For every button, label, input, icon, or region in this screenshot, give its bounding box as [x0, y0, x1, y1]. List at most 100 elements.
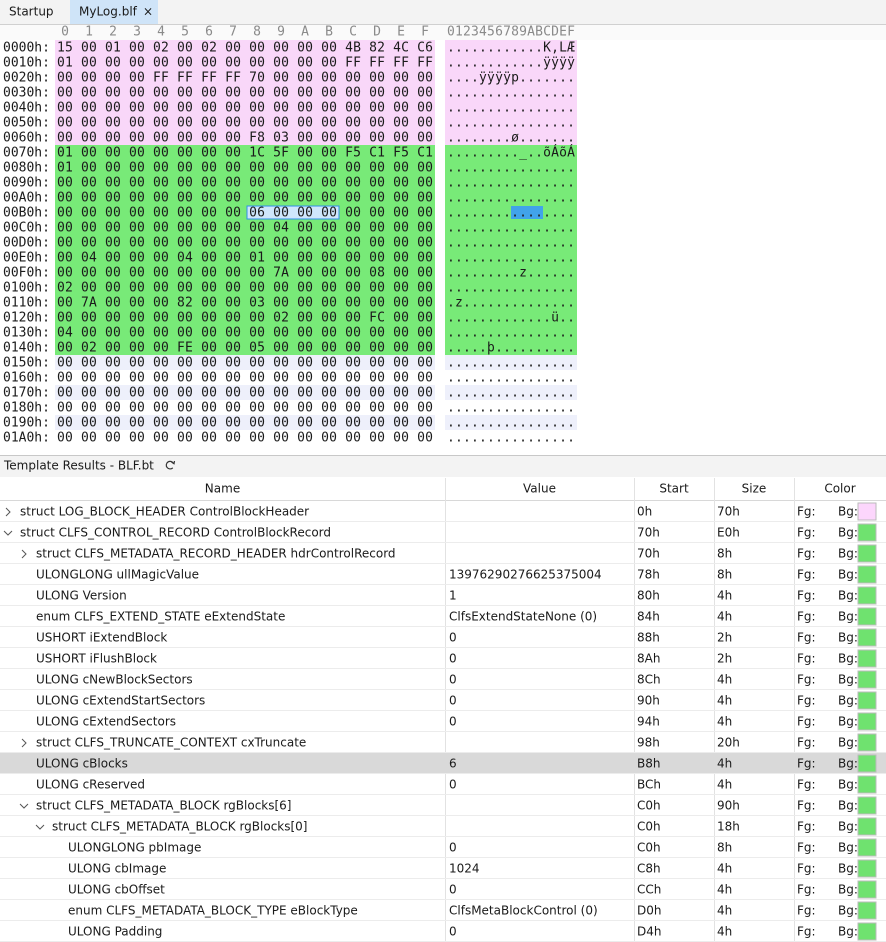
hex-column-header: E	[397, 25, 405, 40]
template-row[interactable]: struct CLFS_TRUNCATE_CONTEXT cxTruncate 9…	[0, 733, 886, 753]
template-row[interactable]: enum CLFS_METADATA_BLOCK_TYPE eBlockType…	[0, 901, 886, 921]
bg-swatch	[857, 649, 877, 668]
bg-swatch	[857, 670, 877, 689]
fg-label: Fg:	[797, 568, 816, 582]
bg-label: Bg:	[838, 799, 858, 813]
template-row[interactable]: struct LOG_BLOCK_HEADER ControlBlockHead…	[0, 502, 886, 522]
expander-expanded[interactable]	[3, 530, 13, 536]
ascii-bytes: ................	[447, 281, 575, 296]
hex-row-bg	[55, 370, 435, 385]
column-header[interactable]: Value	[523, 482, 556, 496]
field-size: E0h	[717, 526, 740, 540]
hex-column-header: 5	[181, 25, 189, 40]
ascii-bytes: ........._..õÁõÁ	[447, 145, 575, 161]
template-row[interactable]: USHORT iExtendBlock 0 88h 2h Fg: Bg:	[0, 628, 886, 648]
hex-column-header: C	[349, 25, 357, 40]
template-row[interactable]: ULONGLONG pbImage 0 C0h 8h Fg: Bg:	[0, 838, 886, 858]
field-start: C0h	[637, 820, 661, 834]
template-row[interactable]: ULONG cbImage 1024 C8h 4h Fg: Bg:	[0, 859, 886, 879]
field-start: 80h	[637, 589, 660, 603]
field-start: 78h	[637, 568, 660, 582]
field-start: 70h	[637, 547, 660, 561]
bg-label: Bg:	[838, 841, 858, 855]
hex-offset: 0080h:	[3, 161, 50, 176]
ascii-bytes: ................	[447, 236, 575, 251]
fg-label: Fg:	[797, 673, 816, 687]
template-row[interactable]: struct CLFS_METADATA_RECORD_HEADER hdrCo…	[0, 544, 886, 564]
field-size: 4h	[717, 862, 732, 876]
expander-expanded[interactable]	[19, 803, 29, 809]
ascii-bytes: ................	[447, 386, 575, 401]
hex-row-bg	[55, 340, 435, 355]
hex-offset: 00E0h:	[3, 251, 50, 266]
field-name: ULONG cBlocks	[36, 757, 128, 771]
hex-column-header: 9	[277, 25, 285, 40]
tab[interactable]: MyLog.blf ×	[70, 0, 158, 24]
field-value: ClfsMetaBlockControl (0)	[449, 904, 598, 918]
tab-close[interactable]: ×	[143, 5, 153, 19]
bg-swatch	[857, 880, 877, 899]
field-size: 4h	[717, 673, 732, 687]
refresh-button[interactable]	[165, 460, 176, 470]
tab[interactable]: Startup	[9, 5, 54, 19]
template-row[interactable]: USHORT iFlushBlock 0 8Ah 2h Fg: Bg:	[0, 649, 886, 669]
template-row[interactable]: ULONG cExtendSectors 0 94h 4h Fg: Bg:	[0, 712, 886, 732]
bg-swatch	[857, 502, 877, 521]
template-row[interactable]: ULONG cReserved 0 BCh 4h Fg: Bg:	[0, 775, 886, 795]
template-title: Template Results - BLF.bt	[3, 459, 154, 473]
field-start: 8Ah	[637, 652, 660, 666]
template-row[interactable]: ULONG cBlocks 6 B8h 4h Fg: Bg:	[0, 753, 886, 774]
hex-bytes: 00 00 00 00 00 00 00 00 00 00 00 00 00 0…	[57, 101, 433, 116]
expander-expanded[interactable]	[35, 824, 45, 830]
ascii-bytes: ................	[447, 161, 575, 176]
ascii-row-bg	[445, 160, 577, 175]
field-name: enum CLFS_METADATA_BLOCK_TYPE eBlockType	[68, 904, 358, 918]
fg-label: Fg:	[797, 778, 816, 792]
hex-offset: 0190h:	[3, 416, 50, 431]
field-size: 8h	[717, 568, 732, 582]
hex-offset: 0040h:	[3, 101, 50, 116]
ascii-row-bg	[445, 370, 577, 385]
column-header[interactable]: Start	[659, 482, 689, 496]
field-name: struct CLFS_CONTROL_RECORD ControlBlockR…	[20, 526, 331, 540]
bg-swatch	[857, 544, 877, 563]
field-size: 4h	[717, 694, 732, 708]
expander-collapsed[interactable]	[21, 738, 27, 748]
column-header[interactable]: Color	[824, 482, 855, 496]
hex-row-bg	[55, 175, 435, 190]
hex-offset: 0130h:	[3, 326, 50, 341]
hex-offset: 0070h:	[3, 146, 50, 161]
table-header-bg	[0, 478, 886, 500]
hex-bytes: 01 00 00 00 00 00 00 00 1C 5F 00 00 F5 C…	[57, 146, 433, 161]
ascii-bytes: .............ü..	[447, 311, 575, 326]
hex-offset: 0140h:	[3, 341, 50, 356]
template-row[interactable]: ULONG Version 1 80h 4h Fg: Bg:	[0, 586, 886, 606]
expander-collapsed[interactable]	[21, 549, 27, 559]
hex-column-header: 0	[61, 25, 69, 40]
field-name: struct CLFS_METADATA_BLOCK rgBlocks[6]	[36, 799, 292, 813]
fg-label: Fg:	[797, 652, 816, 666]
tab-active-bg	[70, 0, 158, 24]
template-row[interactable]: ULONG cNewBlockSectors 0 8Ch 4h Fg: Bg:	[0, 670, 886, 690]
hex-row-bg	[55, 415, 435, 430]
template-row[interactable]: enum CLFS_EXTEND_STATE eExtendState ClfsE…	[0, 607, 886, 627]
hex-bytes: 00 00 00 00 00 00 00 00 00 00 00 00 00 0…	[57, 371, 433, 386]
ascii-row-bg	[445, 70, 577, 85]
expander-collapsed[interactable]	[5, 507, 11, 517]
template-row[interactable]: ULONG cbOffset 0 CCh 4h Fg: Bg:	[0, 880, 886, 900]
template-row[interactable]: ULONG cExtendStartSectors 0 90h 4h Fg: Bg:	[0, 691, 886, 711]
template-row[interactable]: struct CLFS_METADATA_BLOCK rgBlocks[0] C0…	[0, 817, 886, 837]
ascii-row-bg	[445, 220, 577, 235]
template-row[interactable]: struct CLFS_METADATA_BLOCK rgBlocks[6] C0…	[0, 796, 886, 816]
ascii-row-bg	[445, 295, 577, 310]
template-row[interactable]: struct CLFS_CONTROL_RECORD ControlBlockR…	[0, 523, 886, 543]
column-header[interactable]: Name	[205, 482, 240, 496]
field-name: ULONG cExtendSectors	[36, 715, 176, 729]
hex-offset: 00C0h:	[3, 221, 50, 236]
template-row[interactable]: ULONGLONG ullMagicValue 13976290276625375…	[0, 565, 886, 585]
template-row[interactable]: ULONG Padding 0 D4h 4h Fg: Bg:	[0, 922, 886, 942]
bg-label: Bg:	[838, 736, 858, 750]
column-header[interactable]: Size	[742, 482, 767, 496]
ascii-bytes: .....þ..........	[447, 341, 575, 356]
